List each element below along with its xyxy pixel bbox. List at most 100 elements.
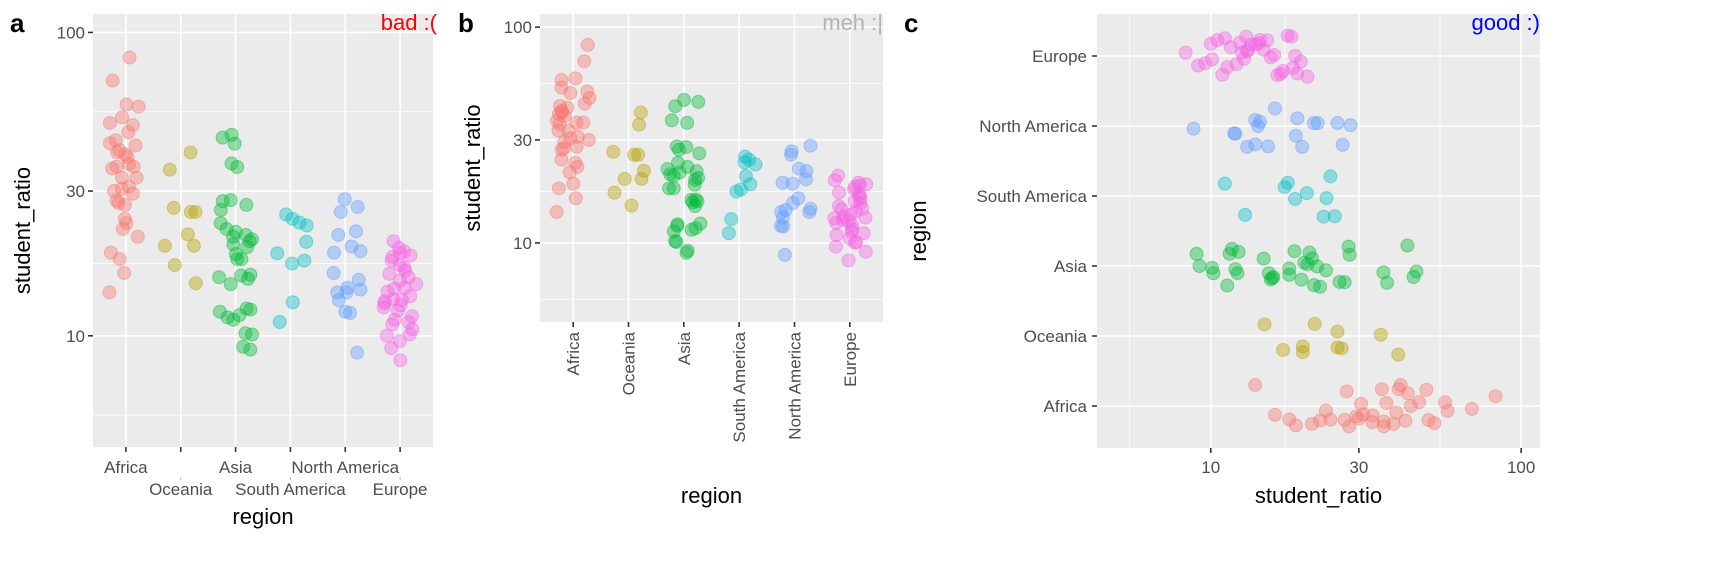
point-south-america [297,253,312,268]
point-europe [1270,68,1285,83]
point-africa [115,170,130,185]
point-oceania [634,171,649,186]
point-africa [580,84,595,99]
point-south-america [1217,176,1232,191]
point-africa [557,134,572,149]
point-south-america [1323,169,1338,184]
point-europe [386,234,401,249]
point-africa [102,115,117,130]
point-europe [1210,33,1225,48]
category-label: Asia [675,331,694,365]
point-africa [554,72,569,87]
point-oceania [1373,327,1388,342]
point-europe [379,328,394,343]
point-europe [829,227,844,242]
point-asia [1342,247,1357,262]
point-asia [243,267,258,282]
point-north-america [799,164,814,179]
point-south-america [285,211,300,226]
point-asia [684,193,699,208]
point-africa [1440,403,1455,418]
point-europe [1223,40,1238,55]
point-africa [117,211,132,226]
point-oceania [1330,340,1345,355]
point-africa [115,110,130,125]
panel-label: b [458,8,474,38]
point-asia [1265,271,1280,286]
y-tick-label: 100 [504,18,532,37]
point-africa [551,181,566,196]
point-europe [387,312,402,327]
point-asia [680,115,695,130]
point-north-america [348,224,363,239]
point-africa [1313,413,1328,428]
point-asia [688,199,703,214]
panel-label: a [10,8,25,38]
point-asia [213,202,228,217]
point-europe [1229,57,1244,72]
point-europe [1260,33,1275,48]
panel-c: 10 30 100 Africa Oceania Asia South America Nor… [904,8,1540,508]
point-africa [549,113,564,128]
point-asia [1294,272,1309,287]
point-europe [392,273,407,288]
point-europe [377,296,392,311]
point-oceania [606,144,621,159]
point-north-america [1251,119,1266,134]
point-asia [668,234,683,249]
point-asia [240,271,255,286]
y-axis-title: student_ratio [460,104,485,231]
plot-background [93,14,433,447]
point-asia [1220,278,1235,293]
point-asia [1222,246,1237,261]
point-africa [562,165,577,180]
point-asia [1313,279,1328,294]
point-asia [676,92,691,107]
point-europe [844,218,859,233]
point-africa [1374,382,1389,397]
point-africa [568,71,583,86]
point-asia [688,221,703,236]
point-north-america [343,305,358,320]
point-asia [1230,266,1245,281]
point-north-america [798,172,813,187]
point-europe [392,334,407,349]
point-europe [851,175,866,190]
point-europe [386,292,401,307]
point-asia [679,140,694,155]
point-africa [107,184,122,199]
point-north-america [802,205,817,220]
point-asia [230,160,245,175]
point-south-america [1277,180,1292,195]
point-north-america [1240,139,1255,154]
point-europe [1285,60,1300,75]
point-europe [382,266,397,281]
point-asia [223,193,238,208]
x-tick-label: 30 [1349,458,1368,477]
point-north-america [351,272,366,287]
point-south-america [1319,191,1334,206]
point-north-america [1295,139,1310,154]
point-africa [131,99,146,114]
point-north-america [344,239,359,254]
point-south-america [1316,209,1331,224]
point-europe [1251,36,1266,51]
point-north-america [339,285,354,300]
point-europe [1280,28,1295,43]
point-oceania [1257,317,1272,332]
point-south-america [270,246,285,261]
point-south-america [272,315,287,330]
point-africa [1419,382,1434,397]
point-africa [105,73,120,88]
point-asia [242,234,257,249]
point-europe [853,191,868,206]
point-africa [581,132,596,147]
point-europe [391,240,406,255]
point-africa [1412,395,1427,410]
point-africa [563,131,578,146]
point-europe [398,263,413,278]
point-asia [230,252,245,267]
point-south-america [733,182,748,197]
point-asia [1189,246,1204,261]
point-asia [1192,259,1207,274]
